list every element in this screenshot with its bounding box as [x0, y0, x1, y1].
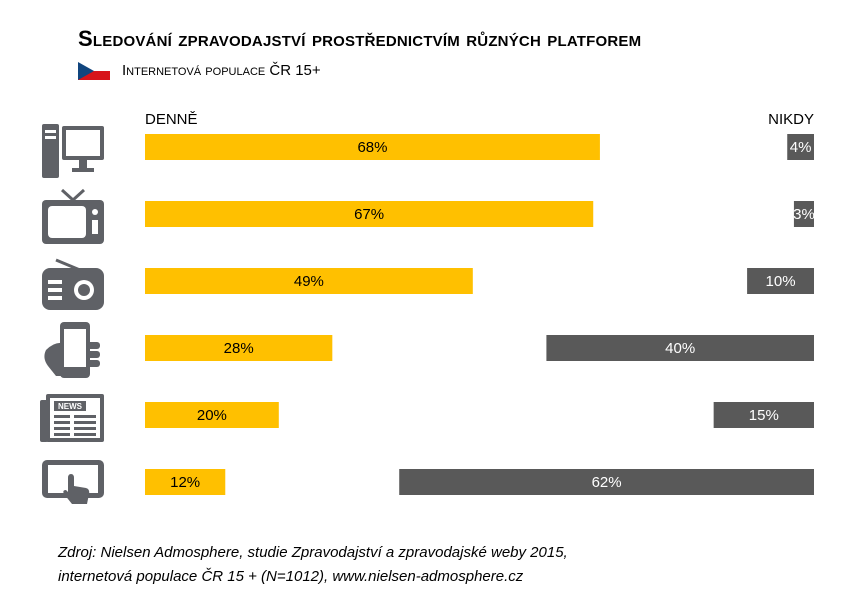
bar-chart: DENNĚ NIKDY 68% 4% 67% 3% 49% 10% 28% 40% 20% 15% 12…	[145, 111, 815, 495]
tablet-icon	[42, 460, 104, 504]
data-label-denne-5: 20%	[197, 407, 227, 424]
data-label-denne-3: 49%	[294, 273, 324, 290]
source-note: Zdroj: Nielsen Admosphere, studie Zpravo…	[58, 541, 568, 589]
data-label-denne-4: 28%	[224, 340, 254, 357]
bar-nikdy-2	[793, 201, 814, 227]
bar-denne-6	[145, 469, 226, 495]
bar-nikdy-4	[546, 335, 814, 361]
computer-icon	[42, 124, 104, 178]
bar-denne-2	[145, 201, 594, 227]
source-line-1: Zdroj: Nielsen Admosphere, studie Zpravo…	[58, 544, 568, 561]
source-line-2: internetová populace ČR 15 + (N=1012), w…	[58, 568, 524, 585]
series-label-nikdy: NIKDY	[768, 111, 814, 128]
series-label-denne: DENNĚ	[145, 111, 198, 128]
bar-nikdy-5	[713, 402, 814, 428]
data-label-nikdy-2: 3%	[793, 206, 815, 223]
smartphone-icon	[44, 322, 100, 378]
data-label-nikdy-3: 10%	[766, 273, 796, 290]
radio-icon	[42, 258, 104, 310]
chart-title: Sledování zpravodajství prostřednictvím …	[78, 26, 642, 51]
data-label-nikdy-5: 15%	[749, 407, 779, 424]
bar-denne-4	[145, 335, 333, 361]
tv-icon	[42, 188, 104, 244]
czech-flag-icon	[78, 62, 110, 80]
data-label-nikdy-1: 4%	[790, 139, 812, 156]
chart-subtitle: Internetová populace ČR 15+	[122, 62, 321, 79]
bar-denne-3	[145, 268, 473, 294]
bar-nikdy-1	[787, 134, 814, 160]
bar-denne-5	[145, 402, 279, 428]
data-label-denne-6: 12%	[170, 474, 200, 491]
svg-text:NEWS: NEWS	[58, 402, 83, 411]
data-label-nikdy-4: 40%	[665, 340, 695, 357]
bar-nikdy-6	[399, 469, 814, 495]
bar-nikdy-3	[747, 268, 814, 294]
data-label-nikdy-6: 62%	[592, 474, 622, 491]
bar-denne-1	[145, 134, 600, 160]
data-label-denne-2: 67%	[354, 206, 384, 223]
data-label-denne-1: 68%	[357, 139, 387, 156]
newspaper-icon: NEWS	[40, 394, 104, 442]
